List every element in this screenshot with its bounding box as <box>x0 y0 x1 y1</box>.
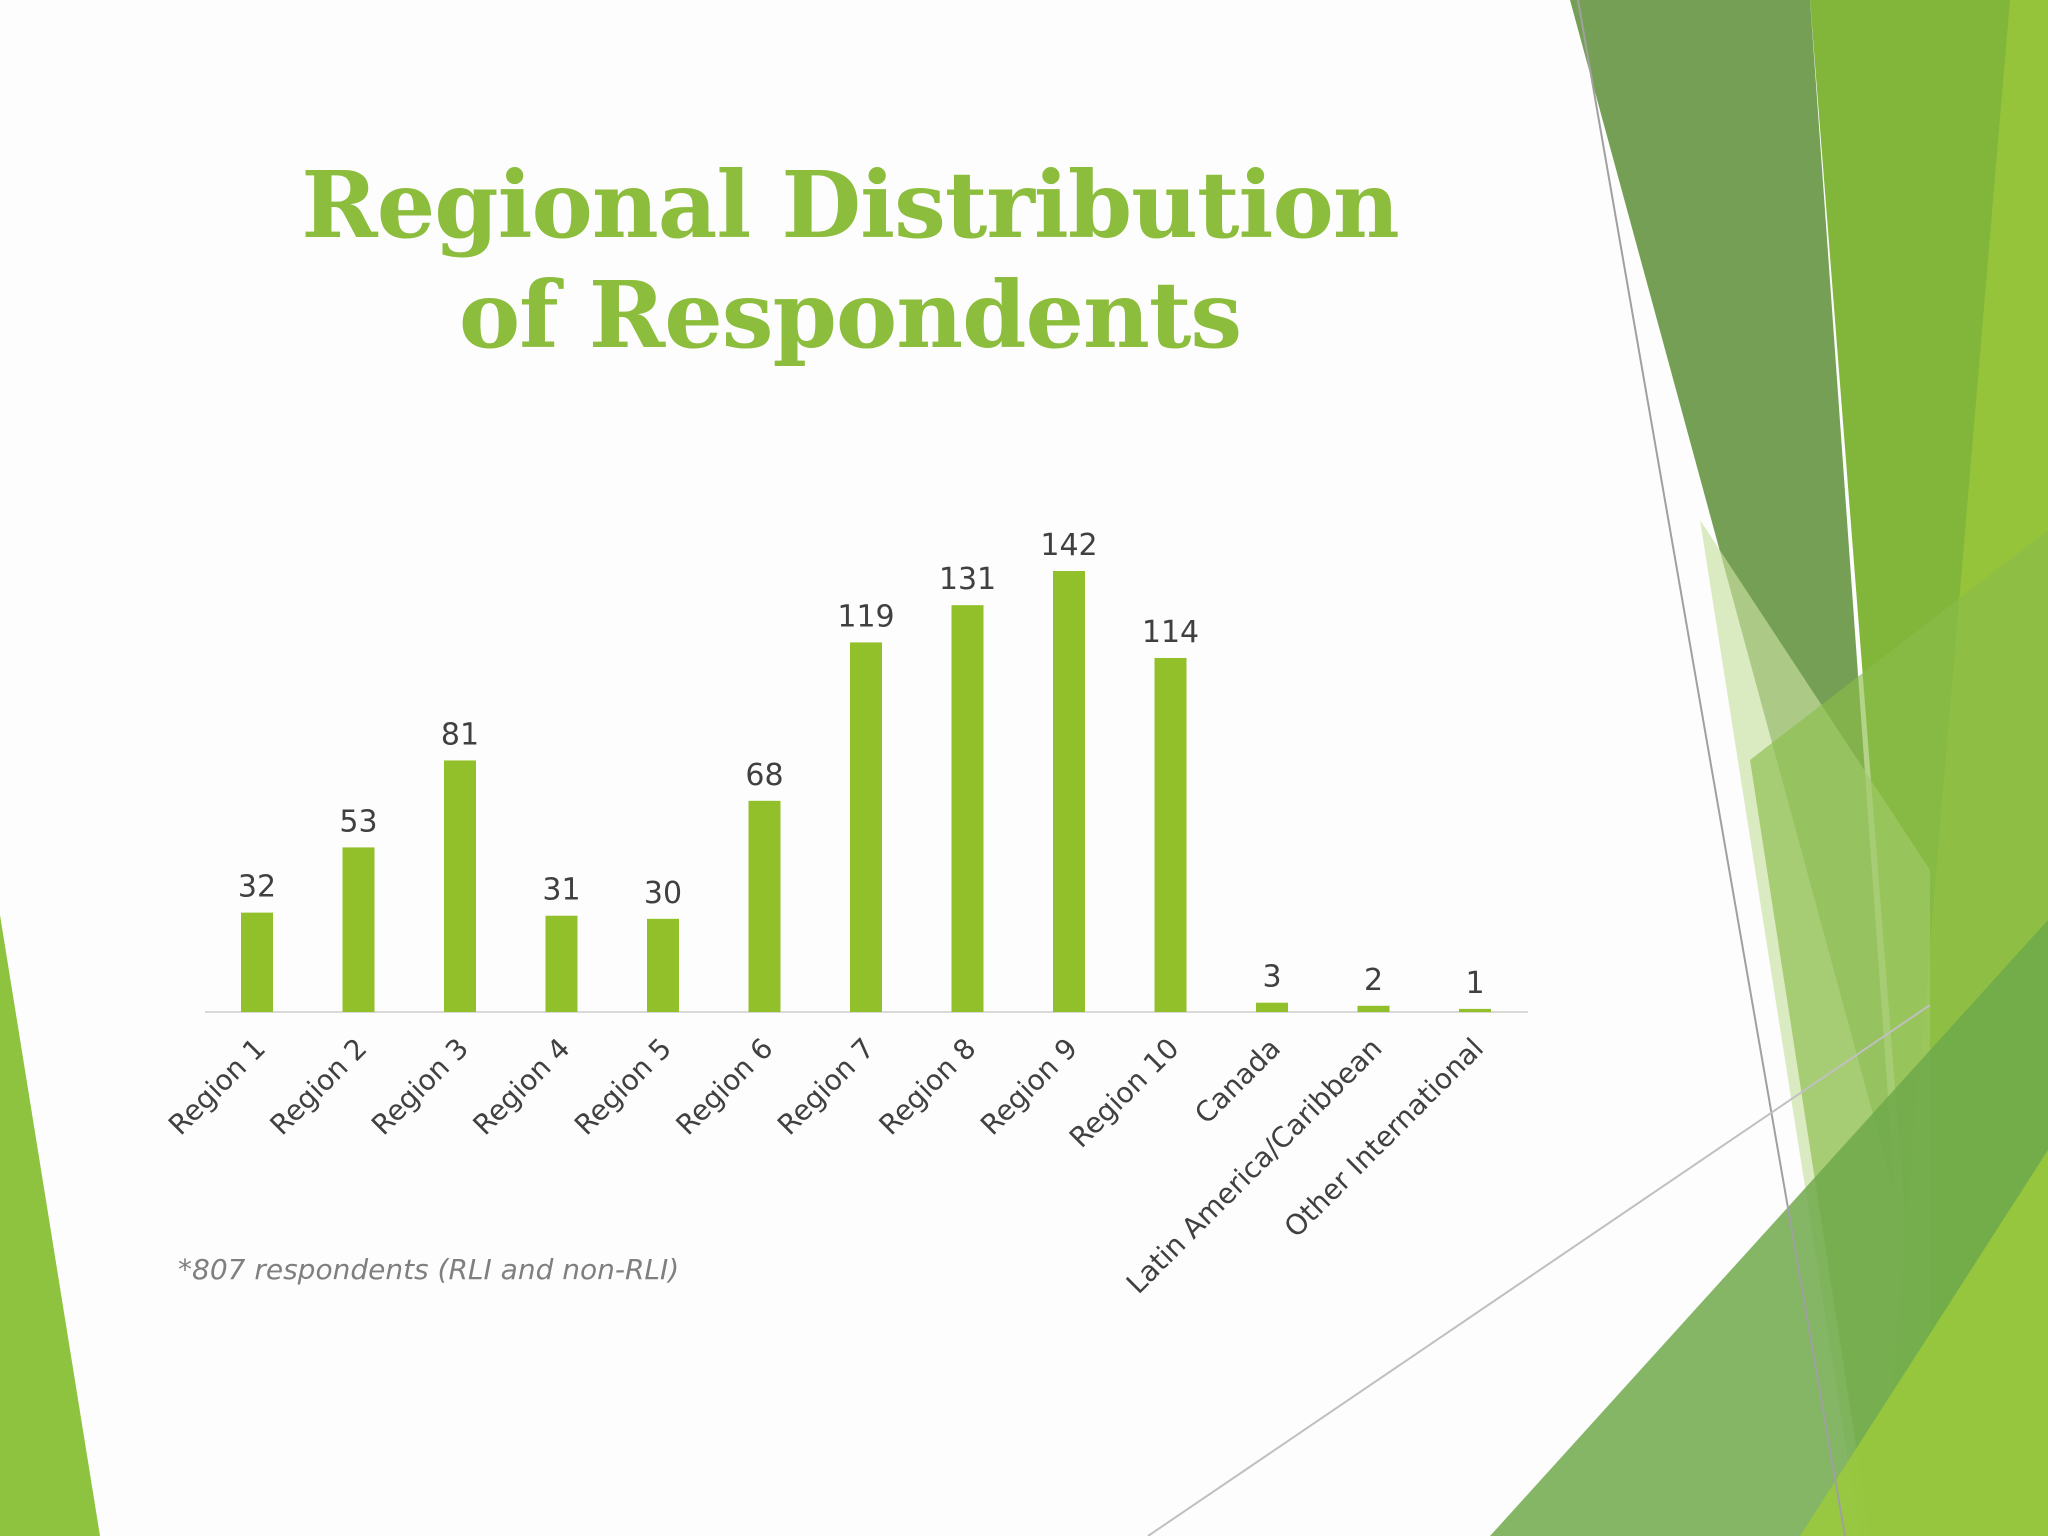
category-label: Region 8 <box>872 1032 982 1142</box>
category-label: Region 7 <box>771 1032 881 1142</box>
bar-value-label: 142 <box>1040 528 1097 563</box>
category-label: Region 10 <box>1063 1032 1186 1155</box>
category-label: Region 5 <box>568 1032 678 1142</box>
bar-value-label: 119 <box>837 599 894 634</box>
bar-value-label: 114 <box>1142 615 1199 650</box>
bar-value-label: 53 <box>339 804 377 839</box>
bar-value-label: 32 <box>238 870 276 905</box>
bar <box>342 847 375 1012</box>
title-line-1: Regional Distribution <box>301 151 1399 259</box>
bar-value-label: 2 <box>1364 963 1383 998</box>
category-label: Other International <box>1278 1032 1490 1244</box>
category-label: Region 2 <box>263 1032 373 1142</box>
bar <box>951 605 984 1012</box>
category-label: Region 3 <box>365 1032 475 1142</box>
category-label: Region 1 <box>162 1032 272 1142</box>
bar <box>545 915 578 1012</box>
bar <box>1053 571 1085 1012</box>
category-label: Region 4 <box>466 1032 576 1142</box>
bar-value-label: 1 <box>1465 966 1484 1001</box>
bar-value-label: 3 <box>1262 960 1281 995</box>
category-label: Region 6 <box>669 1032 779 1142</box>
bar <box>748 800 781 1012</box>
bar <box>241 912 273 1012</box>
left-green-wedge <box>0 915 100 1536</box>
bar <box>647 918 679 1012</box>
bottom-right-light-triangle <box>1800 1150 2048 1536</box>
bar <box>1256 1002 1288 1012</box>
deco-line-2 <box>1147 1004 1931 1536</box>
category-label: Canada <box>1188 1032 1287 1131</box>
bar <box>850 642 882 1012</box>
bar-value-label: 68 <box>745 758 783 793</box>
bar <box>1154 657 1187 1012</box>
bar-value-label: 31 <box>542 873 580 908</box>
footnote: *807 respondents (RLI and non-RLI) <box>178 1253 680 1286</box>
bar <box>1357 1005 1390 1012</box>
bar <box>1459 1008 1491 1012</box>
title-line-2: of Respondents <box>458 261 1242 369</box>
bar-value-label: 131 <box>939 562 996 597</box>
page-title: Regional Distribution of Respondents <box>200 150 1500 370</box>
bar <box>444 760 476 1012</box>
deco-line-1 <box>1577 0 1846 1536</box>
bar-value-label: 30 <box>644 876 682 911</box>
bar-value-label: 81 <box>441 717 479 752</box>
